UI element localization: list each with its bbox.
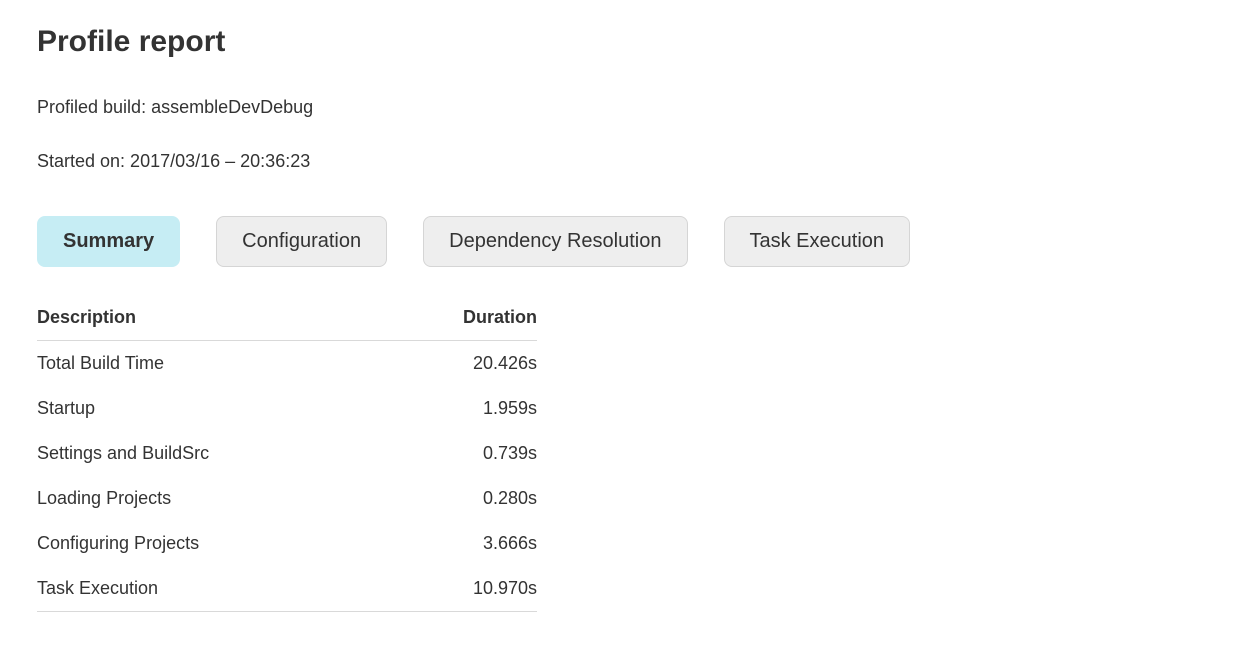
tab-summary[interactable]: Summary [37,216,181,267]
tab-task-execution[interactable]: Task Execution [723,216,911,267]
column-header-duration: Duration [386,307,537,341]
table-row: Loading Projects 0.280s [37,476,537,521]
row-description: Loading Projects [37,488,172,508]
row-duration: 10.970s [386,566,537,612]
tab-bar: Summary Configuration Dependency Resolut… [37,216,1203,267]
table-header-row: Description Duration [37,307,537,341]
tab-configuration[interactable]: Configuration [216,216,388,267]
row-duration: 3.666s [482,533,537,553]
row-description: Configuring Projects [37,533,200,553]
table-row: Settings and BuildSrc 0.739s [37,431,537,476]
row-description: Startup [37,398,96,418]
profiled-build-text: Profiled build: assembleDevDebug [37,97,314,117]
page-title: Profile report [37,25,226,58]
row-duration: 1.959s [482,398,537,418]
row-duration: 0.280s [482,488,537,508]
row-description: Task Execution [37,566,387,612]
summary-table: Description Duration Total Build Time 20… [37,307,537,612]
column-header-description: Description [37,307,387,341]
row-duration: 20.426s [472,353,537,373]
table-row: Task Execution 10.970s [37,566,537,612]
table-row: Total Build Time 20.426s [37,341,537,387]
started-on-text: Started on: 2017/03/16 – 20:36:23 [37,151,311,171]
row-description: Settings and BuildSrc [37,443,210,463]
row-duration: 0.739s [482,443,537,463]
table-row: Startup 1.959s [37,386,537,431]
table-row: Configuring Projects 3.666s [37,521,537,566]
row-description: Total Build Time [37,353,165,373]
tab-dependency-resolution[interactable]: Dependency Resolution [423,216,688,267]
